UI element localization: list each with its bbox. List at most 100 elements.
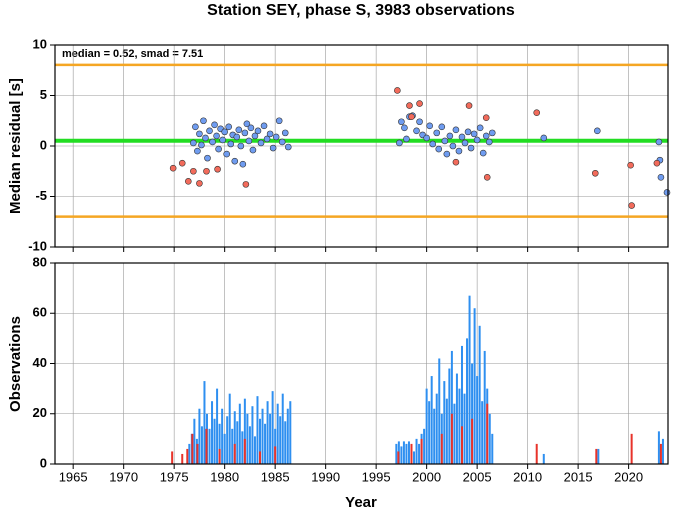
- point: [476, 124, 484, 132]
- point: [284, 143, 292, 151]
- bar: [186, 448, 189, 464]
- point: [473, 136, 481, 144]
- bar: [221, 408, 224, 464]
- point: [278, 138, 286, 146]
- bar: [471, 418, 474, 464]
- point: [452, 126, 460, 134]
- bar: [271, 391, 274, 464]
- bar: [203, 381, 206, 464]
- bar: [238, 403, 241, 464]
- annotation: median = 0.52, smad = 7.51: [62, 48, 203, 60]
- bar: [476, 376, 479, 464]
- bar: [455, 373, 458, 464]
- point: [200, 117, 207, 125]
- bar: [218, 423, 221, 464]
- bar: [191, 433, 194, 464]
- point: [260, 122, 268, 130]
- point: [413, 127, 420, 135]
- bar: [448, 368, 451, 464]
- point: [653, 159, 661, 167]
- bar: [400, 446, 403, 464]
- y-tick-label: 60: [33, 305, 47, 320]
- bar: [491, 433, 494, 464]
- bar: [661, 438, 664, 464]
- point: [190, 139, 197, 147]
- y-axis-label: Observations: [7, 316, 24, 412]
- bar: [236, 421, 239, 464]
- bar: [460, 345, 463, 464]
- bar: [233, 443, 236, 464]
- point: [446, 132, 454, 140]
- point: [655, 138, 663, 146]
- point: [461, 139, 469, 147]
- bar: [223, 433, 226, 464]
- bar: [181, 453, 184, 464]
- plot-frame: [54, 44, 669, 248]
- point: [657, 174, 665, 181]
- bar: [248, 426, 251, 464]
- bar: [488, 413, 491, 464]
- point: [203, 167, 210, 175]
- bar: [188, 443, 191, 464]
- point: [488, 129, 496, 137]
- point: [196, 180, 203, 187]
- bar: [595, 448, 598, 464]
- point: [198, 141, 205, 149]
- point: [479, 149, 487, 157]
- point: [455, 147, 463, 155]
- bar: [410, 443, 413, 464]
- bar: [430, 376, 433, 464]
- bar: [286, 408, 289, 464]
- bar: [397, 451, 400, 464]
- bar: [261, 408, 264, 464]
- point: [196, 130, 203, 138]
- point: [251, 132, 259, 140]
- point: [266, 130, 274, 138]
- bar: [226, 416, 229, 464]
- bar: [196, 443, 199, 464]
- bar: [231, 428, 234, 464]
- y-tick-label: 40: [33, 355, 47, 370]
- x-tick-label: 1965: [59, 469, 88, 484]
- point: [254, 127, 262, 135]
- x-tick-label: 2020: [614, 469, 643, 484]
- bar: [425, 388, 428, 464]
- bar: [269, 413, 272, 464]
- bar: [241, 431, 244, 464]
- bar: [213, 418, 216, 464]
- point: [231, 157, 239, 165]
- bar: [246, 413, 249, 464]
- point: [221, 128, 228, 136]
- point: [467, 144, 475, 152]
- point: [416, 118, 423, 126]
- bar: [211, 401, 214, 464]
- point: [458, 133, 466, 141]
- point: [241, 129, 249, 137]
- point: [242, 181, 250, 188]
- x-tick-label: 2000: [412, 469, 441, 484]
- bar: [450, 350, 453, 464]
- point: [219, 136, 226, 144]
- x-tick-label: 1990: [311, 469, 340, 484]
- bar: [453, 403, 456, 464]
- point: [443, 150, 451, 158]
- bar: [284, 421, 287, 464]
- bar: [266, 401, 269, 464]
- bar: [657, 431, 660, 464]
- bar: [483, 350, 486, 464]
- bar: [428, 401, 431, 464]
- bar: [205, 428, 208, 464]
- point: [485, 138, 493, 146]
- bar: [542, 453, 545, 464]
- bar: [228, 393, 231, 464]
- bar: [243, 398, 246, 464]
- x-tick-label: 2010: [513, 469, 542, 484]
- point: [452, 158, 460, 166]
- point: [403, 135, 410, 143]
- bar: [264, 423, 267, 464]
- point: [423, 134, 430, 142]
- bar: [433, 408, 436, 464]
- point: [239, 160, 247, 168]
- point: [272, 133, 280, 141]
- bar: [216, 388, 219, 464]
